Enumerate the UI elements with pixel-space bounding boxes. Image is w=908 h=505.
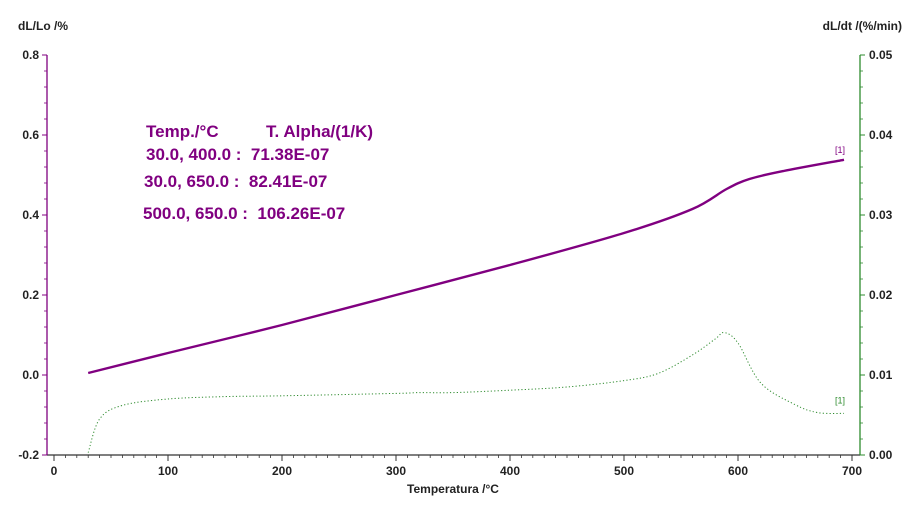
x-tick-label: 700 bbox=[842, 464, 862, 478]
x-tick-label: 0 bbox=[51, 464, 58, 478]
series-label-0: [1] bbox=[835, 145, 845, 155]
series-label-1: [1] bbox=[835, 395, 845, 405]
annotation-header-temp: Temp./°C bbox=[146, 122, 219, 141]
x-axis-label: Temperatura /°C bbox=[407, 482, 499, 496]
right-y-tick-label: 0.03 bbox=[869, 208, 893, 222]
right-y-tick-label: 0.04 bbox=[869, 128, 893, 142]
left-y-tick-label: 0.2 bbox=[22, 288, 39, 302]
left-y-tick-label: 0.6 bbox=[22, 128, 39, 142]
left-y-tick-label: 0.0 bbox=[22, 368, 39, 382]
right-y-tick-label: 0.00 bbox=[869, 448, 893, 462]
left-y-tick-label: 0.4 bbox=[22, 208, 39, 222]
x-tick-label: 500 bbox=[614, 464, 634, 478]
expansion-curve bbox=[87, 158, 845, 375]
right-y-axis-label: dL/dt /(%/min) bbox=[823, 19, 902, 33]
left-y-axis-label: dL/Lo /% bbox=[18, 19, 68, 33]
x-tick-label: 600 bbox=[728, 464, 748, 478]
right-y-tick-label: 0.05 bbox=[869, 48, 893, 62]
annotation-row: 30.0, 650.0 : 82.41E-07 bbox=[144, 172, 327, 191]
x-tick-label: 300 bbox=[386, 464, 406, 478]
left-y-tick-label: -0.2 bbox=[18, 448, 39, 462]
annotation-row: 500.0, 650.0 : 106.26E-07 bbox=[143, 204, 345, 223]
left-y-tick-label: 0.8 bbox=[22, 48, 39, 62]
x-tick-label: 200 bbox=[272, 464, 292, 478]
x-tick-label: 400 bbox=[500, 464, 520, 478]
right-y-tick-label: 0.01 bbox=[869, 368, 893, 382]
annotation-header-alpha: T. Alpha/(1/K) bbox=[266, 122, 373, 141]
annotation-row: 30.0, 400.0 : 71.38E-07 bbox=[146, 145, 329, 164]
x-tick-label: 100 bbox=[158, 464, 178, 478]
right-y-tick-label: 0.02 bbox=[869, 288, 893, 302]
expansion-rate-curve bbox=[87, 332, 845, 453]
